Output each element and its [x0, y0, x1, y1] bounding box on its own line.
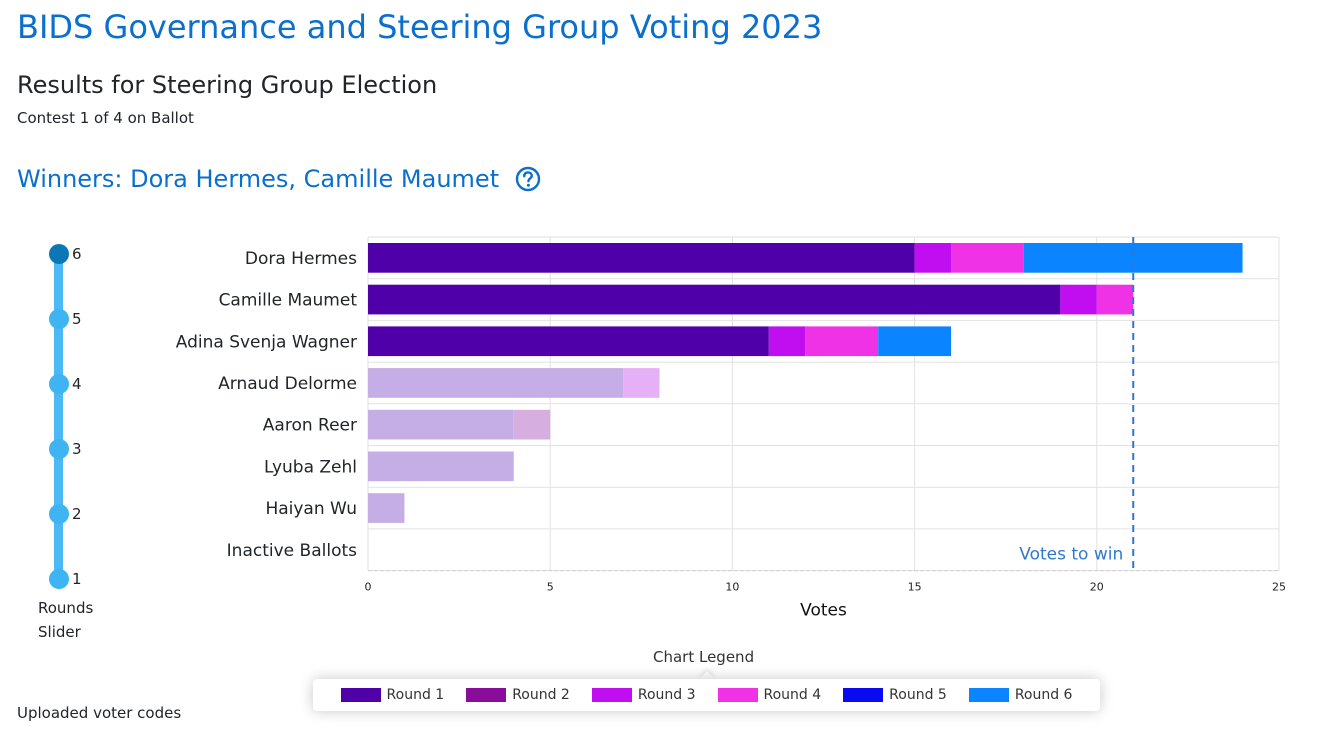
x-axis-title: Votes: [800, 601, 847, 621]
slider-stop-round-3[interactable]: [49, 439, 69, 459]
slider-stop-round-4[interactable]: [49, 374, 69, 394]
bar-camille-maumet-round-4: [1096, 284, 1134, 315]
x-tick-label: 10: [725, 581, 739, 594]
legend-swatch: [340, 688, 381, 702]
contest-info: Contest 1 of 4 on Ballot: [17, 109, 194, 127]
bar-adina-svenja-wagner-round-3: [768, 326, 806, 357]
bar-arnaud-delorme-round-1: [368, 368, 624, 398]
bar-haiyan-wu-round-1: [368, 493, 405, 523]
bar-dora-hermes-round-6: [1023, 243, 1243, 273]
slider-stop-label: 3: [72, 440, 82, 458]
bar-arnaud-delorme-round-3: [623, 368, 660, 398]
x-tick-label: 5: [547, 581, 554, 594]
candidate-label: Haiyan Wu: [265, 499, 357, 519]
candidate-label: Lyuba Zehl: [264, 457, 357, 477]
candidate-label: Camille Maumet: [219, 291, 358, 311]
candidate-label: Dora Hermes: [245, 249, 357, 269]
slider-stop-label: 6: [72, 245, 82, 263]
winners-text: Winners: Dora Hermes, Camille Maumet: [17, 165, 500, 193]
winners-heading: Winners: Dora Hermes, Camille Maumet: [17, 165, 541, 193]
slider-label-line1: Rounds: [38, 599, 94, 617]
candidate-label: Arnaud Delorme: [218, 374, 357, 394]
legend-label: Round 4: [763, 687, 822, 703]
bar-camille-maumet-round-3: [1060, 284, 1097, 315]
slider-stop-round-2[interactable]: [49, 504, 69, 524]
contest-title: Results for Steering Group Election: [17, 71, 438, 99]
slider-stop-label: 4: [72, 375, 82, 393]
bar-dora-hermes-round-1: [368, 243, 915, 273]
slider-track[interactable]: [54, 254, 63, 579]
legend-label: Round 5: [889, 687, 947, 703]
legend-label: Round 1: [386, 687, 445, 703]
x-tick-label: 20: [1090, 581, 1104, 594]
votes-to-win-label: Votes to win: [1019, 545, 1123, 565]
round-results-chart: Dora Hermes Camille Maumet Adina Svenja Wa…: [176, 236, 1286, 621]
legend-item-round-3: Round 3: [591, 687, 696, 703]
chart-legend: Round 1 Round 2 Round 3 Round 4 Round 5 Round…: [313, 679, 1100, 711]
legend-label: Round 2: [512, 687, 570, 703]
bar-camille-maumet-round-1: [368, 284, 1061, 315]
x-tick-label: 0: [365, 581, 372, 594]
question-circle-icon[interactable]: [515, 166, 541, 192]
legend-title: Chart Legend: [653, 648, 755, 666]
legend-item-round-2: Round 2: [466, 687, 570, 703]
rounds-slider[interactable]: 6 5 4 3 2 1 Rounds Slider: [38, 240, 118, 650]
candidate-label: Aaron Reer: [263, 416, 357, 436]
candidate-label: Inactive Ballots: [227, 541, 357, 561]
bar-adina-svenja-wagner-round-4: [805, 326, 879, 357]
candidate-label: Adina Svenja Wagner: [176, 332, 357, 352]
x-tick-label: 25: [1272, 581, 1286, 594]
legend-label: Round 6: [1014, 687, 1073, 703]
slider-stop-label: 2: [72, 505, 82, 523]
legend-item-round-1: Round 1: [340, 687, 445, 703]
legend-item-round-5: Round 5: [843, 687, 947, 703]
slider-stop-round-1[interactable]: [49, 569, 69, 589]
legend-swatch: [466, 688, 507, 702]
page-title: BIDS Governance and Steering Group Votin…: [17, 8, 823, 46]
bar-aaron-reer-round-2: [513, 409, 551, 440]
slider-stop-round-6[interactable]: [49, 244, 69, 264]
legend-item-round-4: Round 4: [717, 687, 822, 703]
bar-dora-hermes-round-4: [951, 243, 1024, 273]
bar-aaron-reer-round-1: [368, 409, 514, 440]
x-tick-label: 15: [908, 581, 922, 594]
slider-stop-label: 5: [72, 310, 82, 328]
slider-label-line2: Slider: [38, 623, 81, 641]
bar-dora-hermes-round-3: [914, 243, 952, 273]
bar-adina-svenja-wagner-round-6: [878, 326, 952, 357]
bar-adina-svenja-wagner-round-1: [368, 326, 769, 357]
legend-swatch: [717, 688, 758, 702]
legend-item-round-6: Round 6: [968, 687, 1073, 703]
legend-caret: [699, 671, 715, 679]
slider-stop-round-5[interactable]: [49, 309, 69, 329]
legend-swatch: [843, 688, 884, 702]
bar-lyuba-zehl-round-1: [368, 451, 514, 482]
slider-stop-label: 1: [72, 570, 82, 588]
uploaded-voter-codes: Uploaded voter codes: [17, 704, 182, 722]
legend-swatch: [968, 688, 1009, 702]
legend-label: Round 3: [637, 687, 696, 703]
slider-label: Rounds Slider: [38, 596, 94, 644]
legend-swatch: [591, 688, 632, 702]
